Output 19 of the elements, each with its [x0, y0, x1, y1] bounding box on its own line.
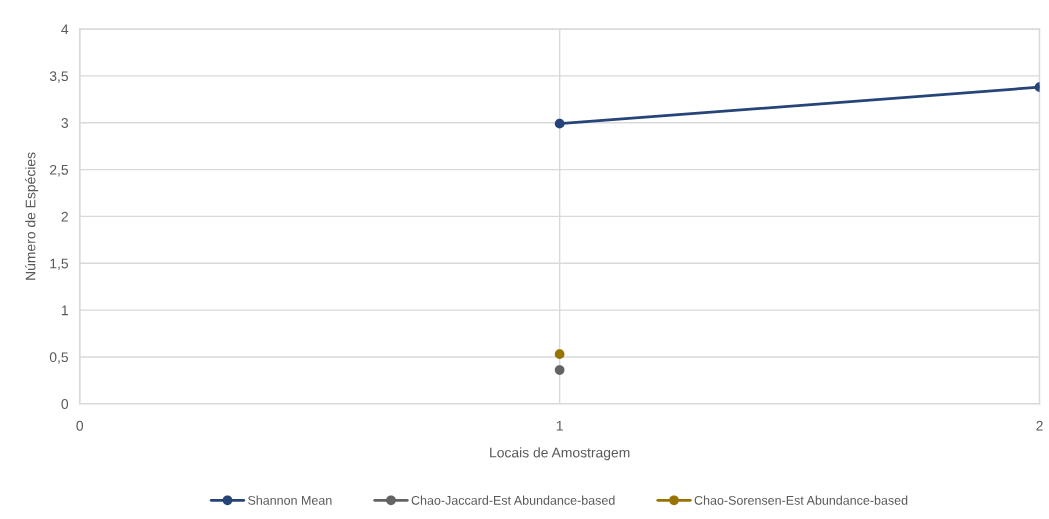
x-axis-title: Locais de Amostragem — [490, 447, 630, 461]
point — [554, 349, 565, 359]
x-tick-label: 0 — [76, 420, 84, 431]
x-tick-label: 1 — [556, 420, 563, 431]
y-tick-label: 1 — [61, 305, 68, 316]
y-tick-label: 2 — [61, 211, 68, 222]
legend-label: Chao-Jaccard-Est Abundance-based — [411, 495, 615, 505]
x-tick-label: 2 — [1036, 420, 1043, 431]
legend-label: Shannon Mean — [248, 495, 332, 505]
legend-label: Chao-Sorensen-Est Abundance-based — [694, 495, 908, 505]
y-tick-label: 3,5 — [49, 71, 69, 83]
y-tick-label: 1,5 — [50, 258, 69, 271]
y-tick-label: 0 — [61, 399, 69, 409]
y-tick-label: 0,5 — [49, 352, 69, 364]
y-tick-label: 3 — [61, 118, 68, 128]
point — [554, 365, 565, 375]
y-axis-title: Número de Espécies — [25, 152, 39, 280]
y-tick-label: 2,5 — [50, 164, 69, 177]
y-tick-label: 4 — [61, 24, 69, 35]
